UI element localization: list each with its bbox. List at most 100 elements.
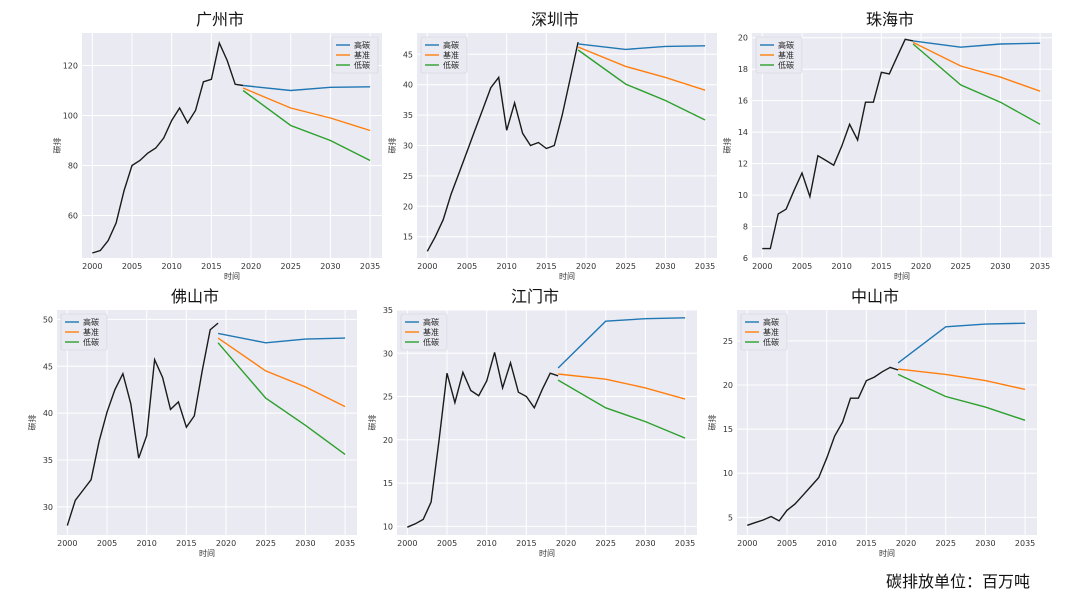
y-tick-label: 15 <box>383 479 393 488</box>
x-tick-label: 2030 <box>295 539 315 548</box>
series-line <box>557 379 686 439</box>
legend-label: 高碳 <box>423 317 439 327</box>
y-tick-label: 40 <box>43 409 53 418</box>
y-tick-label: 30 <box>403 142 413 151</box>
legend-label: 基准 <box>763 327 779 337</box>
y-tick-label: 30 <box>43 503 53 512</box>
x-tick-label: 2010 <box>137 539 157 548</box>
x-tick-label: 2025 <box>281 262 301 271</box>
series-line <box>243 84 371 92</box>
x-axis-label: 时间 <box>224 271 240 281</box>
x-tick-label: 2005 <box>437 539 457 548</box>
x-axis-label: 时间 <box>539 548 555 558</box>
legend-label: 基准 <box>443 50 459 60</box>
y-tick-label: 35 <box>403 111 413 120</box>
y-axis-label: 碳排 <box>722 138 732 154</box>
chart-title: 广州市 <box>195 10 244 29</box>
y-tick-label: 15 <box>723 425 733 434</box>
chart-panel: 2000 2005 2010 2015 2020 2025 2030 2035 5 10 15 20 2… <box>705 283 1045 563</box>
series-line <box>578 43 706 51</box>
chart-svg: 2000 2005 2010 2015 2020 2025 2030 203510152025… <box>367 306 697 558</box>
x-tick-label: 2035 <box>675 539 695 548</box>
x-tick-label: 2030 <box>990 262 1010 271</box>
y-axis-label: 碳排 <box>27 415 37 431</box>
legend-label: 高碳 <box>763 317 779 327</box>
x-axis-label: 时间 <box>879 548 895 558</box>
history-series-line <box>66 322 219 526</box>
y-tick-label: 100 <box>63 112 78 121</box>
x-tick-label: 2015 <box>176 539 196 548</box>
y-tick-label: 10 <box>383 522 393 531</box>
y-tick-label: 120 <box>63 62 78 71</box>
legend-box <box>420 36 468 74</box>
y-tick-label: 25 <box>383 393 393 402</box>
y-tick-label: 16 <box>738 97 748 106</box>
x-tick-label: 2015 <box>201 262 221 271</box>
x-tick-label: 2005 <box>97 539 117 548</box>
x-tick-label: 2035 <box>335 539 355 548</box>
x-tick-label: 2005 <box>777 539 797 548</box>
y-tick-label: 80 <box>68 162 78 171</box>
legend-label: 高碳 <box>778 40 794 50</box>
y-tick-label: 10 <box>738 191 748 200</box>
y-axis-label: 碳排 <box>387 138 397 154</box>
history-series-line <box>407 352 559 528</box>
legend-label: 低碳 <box>763 337 779 347</box>
x-tick-label: 2020 <box>216 539 236 548</box>
series-line <box>912 43 1041 125</box>
y-tick-label: 45 <box>43 362 53 371</box>
y-tick-label: 30 <box>383 349 393 358</box>
x-tick-label: 2010 <box>162 262 182 271</box>
y-tick-label: 25 <box>403 172 413 181</box>
x-tick-label: 2020 <box>556 539 576 548</box>
y-axis-label: 碳排 <box>707 415 717 431</box>
x-tick-label: 2025 <box>256 539 276 548</box>
chart-svg: 2000 2005 2010 2015 2020 2025 2030 2035 60 80 100 1… <box>52 33 382 281</box>
x-tick-label: 2030 <box>655 262 675 271</box>
chart-title: 中山市 <box>850 287 899 306</box>
y-tick-label: 35 <box>383 306 393 315</box>
y-tick-label: 40 <box>403 81 413 90</box>
series-line <box>577 49 706 121</box>
x-tick-label: 2025 <box>951 262 971 271</box>
chart-svg: 2000 2005 2010 2015 2020 2025 2030 203551015202… <box>707 310 1037 558</box>
history-series-line <box>426 41 579 252</box>
chart-title: 深圳市 <box>530 10 579 29</box>
y-tick-label: 60 <box>68 212 78 221</box>
legend-label: 低碳 <box>83 337 99 347</box>
history-series-line <box>92 40 244 254</box>
series-line <box>912 41 1041 92</box>
legend-label: 高碳 <box>83 317 99 327</box>
unit-footnote: 碳排放单位：百万吨 <box>885 572 1030 591</box>
series-line <box>577 46 706 91</box>
y-tick-label: 18 <box>738 65 748 74</box>
x-tick-label: 2010 <box>832 262 852 271</box>
series-line <box>217 332 346 344</box>
x-tick-label: 2010 <box>817 539 837 548</box>
y-tick-label: 12 <box>738 160 748 169</box>
y-tick-label: 5 <box>728 513 733 522</box>
legend-label: 高碳 <box>354 40 370 50</box>
y-tick-label: 8 <box>743 223 748 232</box>
y-tick-label: 45 <box>403 50 413 59</box>
chart-panel: 2000 2005 2010 2015 2020 2025 2030 2035 6 8 10 12 14… <box>720 6 1060 286</box>
chart-svg: 2000 2005 2010 2015 2020 2025 2030 203515202530… <box>387 33 717 281</box>
x-tick-label: 2005 <box>457 262 477 271</box>
chart-panel: 2000 2005 2010 2015 2020 2025 2030 2035 15 20 25 30… <box>385 6 725 286</box>
x-tick-label: 2025 <box>596 539 616 548</box>
chart-panel: 2000 2005 2010 2015 2020 2025 2030 2035 60 80 100 1… <box>50 6 390 286</box>
y-axis-label: 碳排 <box>52 138 62 154</box>
series-line <box>557 317 686 369</box>
x-tick-label: 2000 <box>752 262 772 271</box>
series-line <box>558 373 686 400</box>
series-line <box>242 89 371 162</box>
series-line <box>897 373 1026 421</box>
chart-svg: 2000 2005 2010 2015 2020 2025 2030 2035 6 8 10 12 14… <box>722 33 1052 281</box>
x-axis-label: 时间 <box>894 271 910 281</box>
chart-title: 江门市 <box>510 287 559 306</box>
x-tick-label: 2015 <box>856 539 876 548</box>
x-tick-label: 2030 <box>975 539 995 548</box>
